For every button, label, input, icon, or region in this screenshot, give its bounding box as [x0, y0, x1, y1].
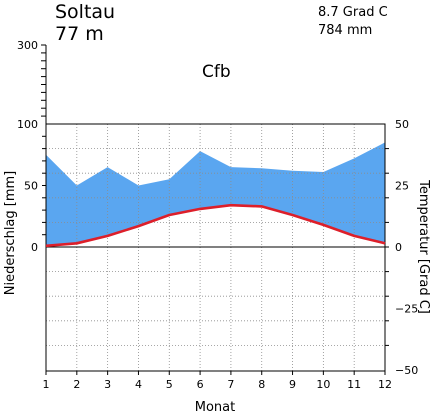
x-tick-label: 7: [227, 378, 234, 391]
mean-temperature: 8.7 Grad C: [318, 5, 388, 20]
x-tick-label: 1: [43, 378, 50, 391]
station-name: Soltau: [55, 1, 115, 23]
temperature-layer: [45, 203, 386, 248]
right-tick-label: −25: [395, 303, 418, 316]
left-axis-label: Niederschlag [mm]: [3, 171, 18, 296]
x-tick-label: 4: [135, 378, 142, 391]
x-tick-label: 12: [378, 378, 392, 391]
right-tick-label: 25: [395, 180, 409, 193]
left-tick-label: 50: [24, 180, 38, 193]
temperature-line: [45, 203, 386, 248]
precipitation-area: [46, 142, 385, 246]
x-axis-label: Monat: [195, 400, 235, 415]
axes-layer: [41, 44, 389, 375]
left-tick-label: 0: [31, 241, 38, 254]
right-tick-label: 50: [395, 118, 409, 131]
right-tick-label: 0: [395, 241, 402, 254]
x-tick-label: 5: [166, 378, 173, 391]
annual-precipitation: 784 mm: [318, 23, 372, 38]
left-tick-label: 100: [17, 118, 38, 131]
right-axis-label: Temperatur [Grad C]: [416, 179, 431, 314]
right-tick-label: −50: [395, 364, 418, 377]
x-tick-label: 8: [258, 378, 265, 391]
precipitation-layer: [46, 142, 385, 246]
climate-class: Cfb: [202, 62, 231, 82]
x-tick-label: 2: [73, 378, 80, 391]
station-elevation: 77 m: [55, 23, 104, 45]
x-tick-label: 11: [347, 378, 361, 391]
x-tick-label: 9: [289, 378, 296, 391]
x-tick-label: 6: [197, 378, 204, 391]
x-tick-label: 10: [316, 378, 330, 391]
x-tick-label: 3: [104, 378, 111, 391]
left-tick-label: 300: [17, 39, 38, 52]
